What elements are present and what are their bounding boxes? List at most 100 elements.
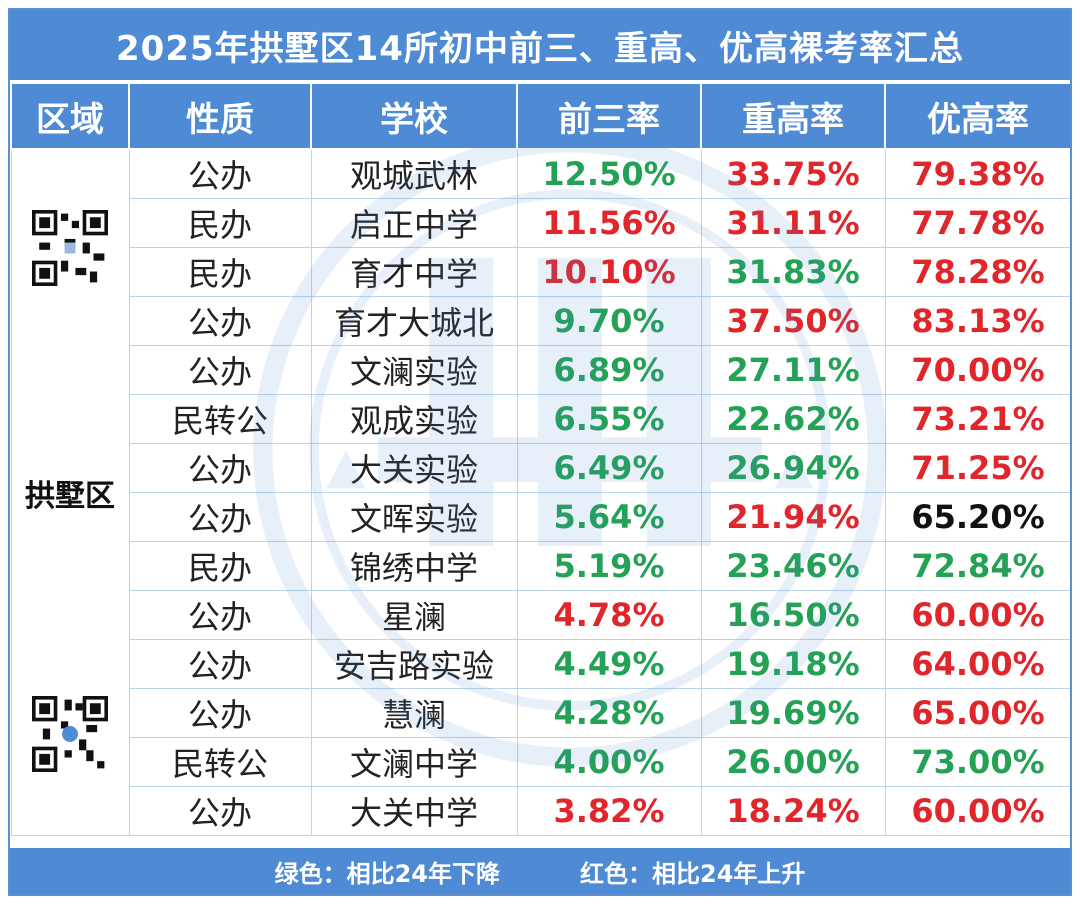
school-cell: 育才中学	[310, 247, 518, 297]
school-cell: 观成实验	[310, 394, 518, 444]
key-high-rate-cell: 27.11%	[700, 345, 886, 395]
type-cell: 公办	[128, 786, 312, 836]
qr-code-icon	[31, 210, 108, 286]
legend-green-text: 绿色：相比24年下降	[274, 859, 500, 888]
good-high-rate-cell: 77.78%	[884, 198, 1070, 248]
good-high-rate-cell: 65.20%	[884, 492, 1070, 542]
top3-rate-cell: 9.70%	[516, 296, 702, 346]
table-row: 民转公 文澜中学 4.00% 26.00% 73.00%	[11, 737, 1070, 787]
good-high-rate-cell: 79.38%	[884, 148, 1070, 199]
top3-rate-cell: 4.49%	[516, 639, 702, 689]
school-cell: 文澜中学	[310, 737, 518, 787]
table-row: 公办 大关实验 6.49% 26.94% 71.25%	[11, 443, 1070, 493]
header-school: 学校	[310, 82, 518, 150]
top3-rate-cell: 4.78%	[516, 590, 702, 640]
key-high-rate-cell: 31.11%	[700, 198, 886, 248]
type-cell: 公办	[128, 492, 312, 542]
type-cell: 公办	[128, 639, 312, 689]
type-cell: 公办	[128, 688, 312, 738]
rates-table: 区域 性质 学校 前三率 重高率 优高率	[10, 82, 1070, 836]
top3-rate-cell: 6.55%	[516, 394, 702, 444]
school-cell: 文晖实验	[310, 492, 518, 542]
good-high-rate-cell: 65.00%	[884, 688, 1070, 738]
table-row: 公办 文晖实验 5.64% 21.94% 65.20%	[11, 492, 1070, 542]
top3-rate-cell: 11.56%	[516, 198, 702, 248]
type-cell: 民办	[128, 198, 312, 248]
top3-rate-cell: 3.82%	[516, 786, 702, 836]
good-high-rate-cell: 70.00%	[884, 345, 1070, 395]
page-title: 2025年拱墅区14所初中前三、重高、优高裸考率汇总	[10, 10, 1070, 82]
top3-rate-cell: 6.89%	[516, 345, 702, 395]
header-region: 区域	[10, 82, 130, 150]
good-high-rate-cell: 60.00%	[884, 590, 1070, 640]
school-cell: 育才大城北	[310, 296, 518, 346]
good-high-rate-cell: 78.28%	[884, 247, 1070, 297]
school-cell: 慧澜	[310, 688, 518, 738]
key-high-rate-cell: 33.75%	[700, 148, 886, 199]
type-cell: 民转公	[128, 394, 312, 444]
header-top3-rate: 前三率	[516, 82, 702, 150]
table-row: 民办 锦绣中学 5.19% 23.46% 72.84%	[11, 541, 1070, 591]
key-high-rate-cell: 37.50%	[700, 296, 886, 346]
good-high-rate-cell: 73.00%	[884, 737, 1070, 787]
school-cell: 观城武林	[310, 148, 518, 199]
summary-sheet: 2025年拱墅区14所初中前三、重高、优高裸考率汇总 区域 性质 学校 前三率 …	[8, 8, 1072, 896]
top3-rate-cell: 5.19%	[516, 541, 702, 591]
table-row: 民办 育才中学 10.10% 31.83% 78.28%	[11, 247, 1070, 297]
header-good-high-rate: 优高率	[884, 82, 1070, 150]
table-row: 拱墅区 公办 观城武林 12.50% 33.75%	[10, 148, 1070, 836]
legend-red-text: 红色：相比24年上升	[580, 859, 806, 888]
type-cell: 公办	[128, 296, 312, 346]
type-cell: 公办	[128, 590, 312, 640]
top3-rate-cell: 6.49%	[516, 443, 702, 493]
region-cell: 拱墅区	[10, 148, 130, 836]
type-cell: 民办	[128, 541, 312, 591]
school-cell: 安吉路实验	[310, 639, 518, 689]
school-cell: 大关中学	[310, 786, 518, 836]
table-row: 公办 育才大城北 9.70% 37.50% 83.13%	[11, 296, 1070, 346]
key-high-rate-cell: 23.46%	[700, 541, 886, 591]
key-high-rate-cell: 26.94%	[700, 443, 886, 493]
good-high-rate-cell: 72.84%	[884, 541, 1070, 591]
key-high-rate-cell: 26.00%	[700, 737, 886, 787]
school-cell: 大关实验	[310, 443, 518, 493]
qr-code-icon	[31, 696, 108, 772]
good-high-rate-cell: 64.00%	[884, 639, 1070, 689]
school-cell: 星澜	[310, 590, 518, 640]
good-high-rate-cell: 83.13%	[884, 296, 1070, 346]
top3-rate-cell: 12.50%	[516, 148, 702, 199]
good-high-rate-cell: 73.21%	[884, 394, 1070, 444]
table-row: 公办 文澜实验 6.89% 27.11% 70.00%	[11, 345, 1070, 395]
school-cell: 文澜实验	[310, 345, 518, 395]
table-row: 公办 星澜 4.78% 16.50% 60.00%	[11, 590, 1070, 640]
good-high-rate-cell: 60.00%	[884, 786, 1070, 836]
key-high-rate-cell: 21.94%	[700, 492, 886, 542]
table-row: 民办 启正中学 11.56% 31.11% 77.78%	[11, 198, 1070, 248]
type-cell: 民办	[128, 247, 312, 297]
school-cell: 锦绣中学	[310, 541, 518, 591]
header-type: 性质	[128, 82, 312, 150]
table-row: 公办 慧澜 4.28% 19.69% 65.00%	[11, 688, 1070, 738]
table-row: 民转公 观成实验 6.55% 22.62% 73.21%	[11, 394, 1070, 444]
key-high-rate-cell: 19.69%	[700, 688, 886, 738]
top3-rate-cell: 10.10%	[516, 247, 702, 297]
table-row: 公办 大关中学 3.82% 18.24% 60.00%	[11, 786, 1070, 836]
header-key-high-rate: 重高率	[700, 82, 886, 150]
key-high-rate-cell: 31.83%	[700, 247, 886, 297]
type-cell: 民转公	[128, 737, 312, 787]
type-cell: 公办	[128, 443, 312, 493]
color-legend: 绿色：相比24年下降 红色：相比24年上升	[10, 848, 1070, 894]
type-cell: 公办	[128, 148, 312, 199]
key-high-rate-cell: 16.50%	[700, 590, 886, 640]
region-label: 拱墅区	[25, 478, 115, 514]
table-row: 公办 安吉路实验 4.49% 19.18% 64.00%	[11, 639, 1070, 689]
good-high-rate-cell: 71.25%	[884, 443, 1070, 493]
top3-rate-cell: 4.28%	[516, 688, 702, 738]
header-row: 区域 性质 学校 前三率 重高率 优高率	[10, 82, 1070, 150]
key-high-rate-cell: 22.62%	[700, 394, 886, 444]
key-high-rate-cell: 19.18%	[700, 639, 886, 689]
top3-rate-cell: 5.64%	[516, 492, 702, 542]
school-cell: 启正中学	[310, 198, 518, 248]
top3-rate-cell: 4.00%	[516, 737, 702, 787]
key-high-rate-cell: 18.24%	[700, 786, 886, 836]
